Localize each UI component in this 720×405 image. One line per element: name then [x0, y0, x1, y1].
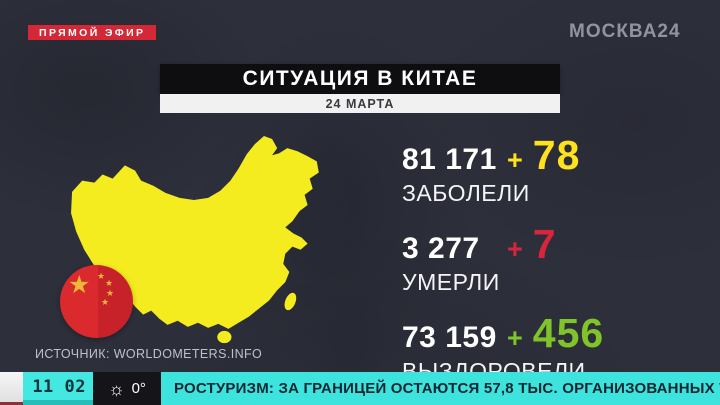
flag-star-icon: ★ [97, 271, 106, 281]
stat-delta-plus: + [507, 234, 523, 264]
flag-star-icon: ★ [101, 297, 110, 307]
bottom-ticker-bar: 11 02 ☼ 0° РОСТУРИЗМ: ЗА ГРАНИЦЕЙ ОСТАЮТ… [0, 372, 720, 405]
china-mainland-shape [71, 135, 319, 329]
ticker-edge-block [0, 372, 23, 405]
stat-row: 3 277 + 7 [402, 221, 702, 267]
stat-recovered: 73 159 + 456 ВЫЗДОРОВЕЛИ [402, 310, 702, 385]
taiwan-island-shape [284, 292, 297, 311]
live-badge-label: ПРЯМОЙ ЭФИР [39, 26, 146, 39]
stat-delta-value: 78 [532, 132, 581, 178]
stat-row: 73 159 + 456 [402, 310, 702, 356]
statistics-panel: 81 171 + 78 ЗАБОЛЕЛИ 3 277 + 7 УМЕРЛИ 73… [402, 132, 702, 405]
clock-base-strip [23, 400, 93, 405]
title-banner: СИТУАЦИЯ В КИТАЕ 24 МАРТА [160, 64, 560, 113]
page-title: СИТУАЦИЯ В КИТАЕ [160, 64, 560, 94]
china-map [68, 126, 332, 348]
clock-widget: 11 02 [23, 372, 93, 405]
ticker-edge-strip [0, 402, 23, 405]
stat-delta-plus: + [507, 323, 523, 353]
ticker-headline: РОСТУРИЗМ: ЗА ГРАНИЦЕЙ ОСТАЮТСЯ 57,8 ТЫС… [174, 380, 720, 397]
live-badge: ПРЯМОЙ ЭФИР [28, 25, 157, 40]
sun-icon: ☼ [108, 378, 125, 399]
china-map-svg [71, 135, 319, 344]
weather-widget: ☼ 0° [93, 372, 161, 405]
stat-delta-value: 456 [532, 310, 605, 356]
stat-row: 81 171 + 78 [402, 132, 702, 178]
flag-star-icon: ★ [106, 288, 115, 298]
flag-star-icon: ★ [105, 278, 114, 288]
stat-delta-value: 7 [532, 221, 557, 267]
source-note: ИСТОЧНИК: WORLDOMETERS.INFO [35, 347, 263, 361]
temperature-value: 0° [131, 380, 146, 397]
clock-time: 11 02 [32, 376, 86, 397]
stat-value: 3 277 [402, 232, 480, 265]
hainan-island-shape [217, 330, 232, 344]
stat-infected: 81 171 + 78 ЗАБОЛЕЛИ [402, 132, 702, 207]
stat-delta-plus: + [507, 145, 523, 175]
stat-label: УМЕРЛИ [402, 269, 500, 295]
channel-logo-text: МОСКВА24 [569, 21, 681, 42]
banner-date: 24 МАРТА [160, 94, 560, 113]
flag-star-icon: ★ [68, 271, 91, 299]
background-continent-shape [330, 300, 370, 370]
channel-logo: МОСКВА24 [569, 21, 681, 43]
stat-value: 81 171 [402, 143, 497, 176]
stat-label: ЗАБОЛЕЛИ [402, 180, 530, 206]
stat-value: 73 159 [402, 321, 497, 354]
stat-died: 3 277 + 7 УМЕРЛИ [402, 221, 702, 296]
china-flag: ★ ★ ★ ★ ★ [60, 265, 133, 338]
news-ticker: РОСТУРИЗМ: ЗА ГРАНИЦЕЙ ОСТАЮТСЯ 57,8 ТЫС… [161, 372, 720, 405]
